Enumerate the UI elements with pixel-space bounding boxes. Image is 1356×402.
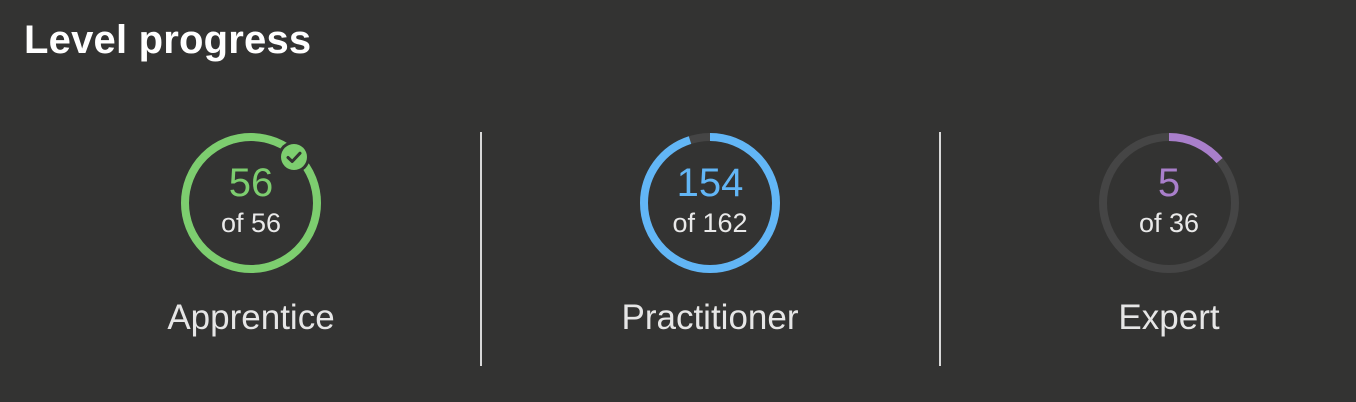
level-divider: [480, 132, 482, 366]
level-name: Expert: [1118, 298, 1220, 337]
level-total-count: of 36: [1138, 208, 1200, 238]
level-total-count: of 162: [672, 208, 748, 238]
level-completed-count: 5: [1157, 161, 1181, 205]
level-divider: [939, 132, 941, 366]
progress-ring-graphic: [640, 133, 780, 273]
level-progress-panel: 56 of 56 Apprentice 154 of 162 Practitio…: [22, 132, 1356, 366]
progress-ring-graphic: [1099, 133, 1239, 273]
level-card-expert[interactable]: 5 of 36 Expert: [1019, 132, 1319, 366]
level-total-count: of 56: [220, 208, 282, 238]
progress-ring: 154 of 162: [639, 132, 781, 274]
progress-ring-arc: [1099, 133, 1239, 273]
check-circle-icon: [281, 144, 307, 170]
level-completed-count: 154: [676, 161, 744, 205]
page-title: Level progress: [24, 18, 312, 62]
progress-ring-arc: [181, 133, 321, 273]
level-card-practitioner[interactable]: 154 of 162 Practitioner: [560, 132, 860, 366]
progress-ring-arc: [640, 133, 780, 273]
progress-ring: 5 of 36: [1098, 132, 1240, 274]
completed-badge: [278, 141, 310, 173]
progress-ring-graphic: [181, 133, 321, 273]
level-completed-count: 56: [228, 161, 274, 205]
level-name: Apprentice: [167, 298, 335, 337]
level-card-apprentice[interactable]: 56 of 56 Apprentice: [101, 132, 401, 366]
level-name: Practitioner: [621, 298, 799, 337]
progress-ring: 56 of 56: [180, 132, 322, 274]
